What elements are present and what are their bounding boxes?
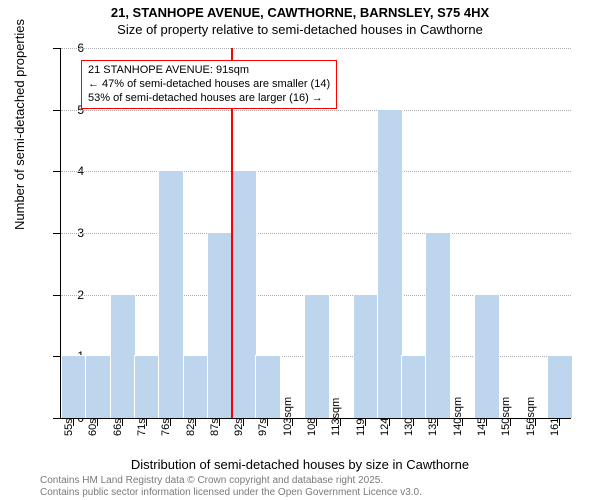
bar xyxy=(207,232,233,418)
footnote-2: Contains public sector information licen… xyxy=(40,487,422,498)
y-tick xyxy=(53,418,61,419)
annotation-line: 21 STANHOPE AVENUE: 91sqm xyxy=(88,64,330,78)
y-tick xyxy=(53,295,61,296)
y-tick xyxy=(53,233,61,234)
bar xyxy=(110,294,136,418)
bar xyxy=(85,355,111,418)
title-sub: Size of property relative to semi-detach… xyxy=(0,22,600,37)
bar xyxy=(547,355,573,418)
bar xyxy=(377,109,403,418)
bar xyxy=(304,294,330,418)
title-main: 21, STANHOPE AVENUE, CAWTHORNE, BARNSLEY… xyxy=(0,5,600,20)
footnote-1: Contains HM Land Registry data © Crown c… xyxy=(40,475,383,486)
bar xyxy=(61,355,87,418)
x-axis-title: Distribution of semi-detached houses by … xyxy=(0,457,600,472)
y-tick xyxy=(53,356,61,357)
bar xyxy=(231,170,257,418)
y-tick xyxy=(53,48,61,49)
bar xyxy=(134,355,160,418)
y-axis-title: Number of semi-detached properties xyxy=(12,19,27,230)
bar xyxy=(158,170,184,418)
y-tick xyxy=(53,171,61,172)
bar xyxy=(474,294,500,418)
bar xyxy=(401,355,427,418)
bar xyxy=(255,355,281,418)
bar xyxy=(183,355,209,418)
chart-container: 21, STANHOPE AVENUE, CAWTHORNE, BARNSLEY… xyxy=(0,0,600,500)
bar xyxy=(353,294,379,418)
gridline xyxy=(61,171,571,172)
annotation-line: 53% of semi-detached houses are larger (… xyxy=(88,92,330,106)
gridline xyxy=(61,233,571,234)
bar xyxy=(425,232,451,418)
gridline xyxy=(61,110,571,111)
y-tick xyxy=(53,110,61,111)
chart-area: 21 STANHOPE AVENUE: 91sqm← 47% of semi-d… xyxy=(60,48,571,419)
gridline xyxy=(61,48,571,49)
annotation-box: 21 STANHOPE AVENUE: 91sqm← 47% of semi-d… xyxy=(81,60,337,109)
annotation-line: ← 47% of semi-detached houses are smalle… xyxy=(88,78,330,92)
